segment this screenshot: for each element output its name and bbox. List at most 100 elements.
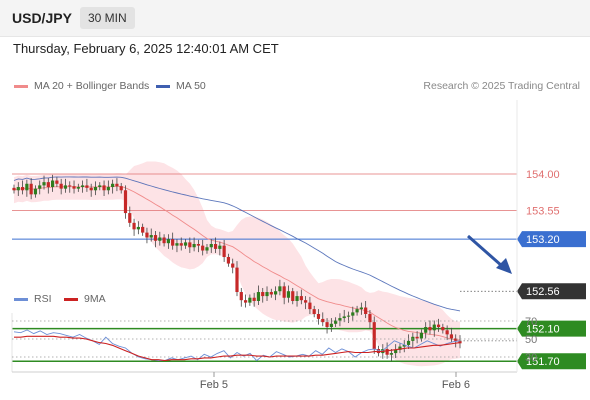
candle-body bbox=[415, 336, 419, 339]
candle-body bbox=[334, 320, 338, 324]
candle-body bbox=[299, 296, 303, 301]
candle-body bbox=[145, 232, 149, 238]
candle-body bbox=[16, 187, 20, 191]
level-label-3: 152.10 bbox=[526, 324, 560, 336]
candle-body bbox=[372, 322, 376, 350]
candle-body bbox=[321, 318, 325, 323]
candle-body bbox=[252, 297, 256, 301]
candle-body bbox=[175, 243, 179, 246]
candle-body bbox=[196, 244, 201, 246]
rsi-grid: 70 50 30 bbox=[12, 316, 537, 364]
candle-body bbox=[291, 291, 295, 301]
candle-body bbox=[63, 185, 68, 189]
candle-body bbox=[55, 180, 59, 184]
candle-body bbox=[201, 245, 205, 251]
timeframe-badge[interactable]: 30 MIN bbox=[80, 7, 135, 29]
candle-body bbox=[406, 340, 411, 345]
candle-body bbox=[351, 312, 355, 316]
candle-body bbox=[424, 327, 428, 333]
legend-rsi-ma: 9MA bbox=[64, 293, 106, 305]
legend-rsi: RSI bbox=[14, 293, 52, 305]
candle-body bbox=[346, 315, 351, 317]
candle-body bbox=[338, 318, 342, 321]
price-tags: 154.00 153.55 153.20 152.10 151.70 152.56 bbox=[517, 169, 586, 370]
rsi-tick-label-2: 30 bbox=[525, 352, 537, 364]
candle-body bbox=[59, 183, 63, 189]
candle-body bbox=[316, 314, 321, 319]
candle-body bbox=[141, 226, 145, 233]
x-tick-label-0: Feb 5 bbox=[200, 379, 228, 391]
x-axis-ticks: Feb 5 Feb 6 bbox=[200, 372, 470, 391]
candle-body bbox=[449, 334, 454, 339]
rsi-swatch bbox=[14, 297, 28, 301]
candle-body bbox=[68, 185, 72, 187]
candle-body bbox=[166, 239, 170, 244]
candle-body bbox=[402, 344, 406, 347]
candle-body bbox=[454, 338, 458, 341]
candle-body bbox=[376, 349, 381, 354]
candle-body bbox=[38, 185, 42, 189]
candle-body bbox=[179, 243, 183, 246]
candle-body bbox=[269, 292, 273, 295]
candle-body bbox=[325, 322, 329, 328]
level-tag-bg-3 bbox=[517, 320, 586, 337]
candle-body bbox=[218, 245, 222, 249]
legend-ma20-label: MA 20 + Bollinger Bands bbox=[34, 80, 150, 92]
rsi-ma-swatch bbox=[64, 297, 78, 301]
candle-body bbox=[432, 324, 436, 331]
candle-body bbox=[282, 286, 286, 298]
ma50-swatch bbox=[156, 84, 170, 88]
candle-body bbox=[273, 291, 278, 295]
legend-ma50-label: MA 50 bbox=[176, 80, 206, 92]
candle-body bbox=[231, 263, 235, 268]
legend-rsi-ma-label: 9MA bbox=[84, 293, 106, 305]
candle-body bbox=[256, 292, 261, 301]
candle-body bbox=[29, 183, 33, 195]
candle-body bbox=[304, 300, 308, 303]
legend-ma20-bollinger: MA 20 + Bollinger Bands bbox=[14, 80, 149, 92]
candle-body bbox=[149, 235, 153, 238]
candle-body bbox=[106, 187, 110, 191]
candle-body bbox=[209, 244, 213, 248]
candle-body bbox=[394, 349, 398, 354]
candle-body bbox=[226, 257, 231, 264]
candle-body bbox=[389, 353, 393, 355]
candle-body bbox=[364, 307, 368, 315]
candle-body bbox=[205, 247, 209, 251]
research-credit: Research © 2025 Trading Central bbox=[423, 80, 580, 92]
candle-body bbox=[441, 327, 445, 331]
candle-body bbox=[342, 316, 346, 319]
candle-body bbox=[368, 314, 372, 323]
candle-body bbox=[171, 239, 175, 246]
candle-body bbox=[20, 187, 25, 191]
level-label-1: 153.55 bbox=[526, 206, 560, 218]
candle-body bbox=[385, 349, 389, 355]
candle-body bbox=[183, 242, 188, 246]
candle-body bbox=[158, 237, 162, 241]
candle-body bbox=[278, 286, 282, 292]
candle-body bbox=[46, 182, 50, 188]
level-tag-bg-4 bbox=[517, 353, 586, 370]
x-tick-label-1: Feb 6 bbox=[442, 379, 470, 391]
ma50-line bbox=[13, 176, 461, 312]
candle-body bbox=[188, 242, 192, 248]
forecast-arrow bbox=[467, 234, 512, 274]
candle-body bbox=[436, 324, 441, 328]
candle-body bbox=[213, 244, 218, 249]
rsi-tick-label-1: 50 bbox=[525, 334, 537, 346]
candle-body bbox=[248, 297, 252, 303]
candle-body bbox=[132, 222, 136, 230]
rsi-line bbox=[13, 329, 461, 362]
candle-body bbox=[359, 307, 363, 310]
candle-body bbox=[261, 292, 265, 297]
candle-body bbox=[33, 188, 38, 195]
candle-body bbox=[265, 292, 269, 297]
legend-rsi-label: RSI bbox=[34, 293, 52, 305]
candle-body bbox=[295, 296, 299, 301]
candle-body bbox=[128, 213, 132, 223]
candle-body bbox=[239, 292, 243, 301]
candle-body bbox=[119, 186, 123, 191]
candle-body bbox=[136, 226, 140, 230]
header-bar: USD/JPY 30 MIN bbox=[0, 0, 590, 37]
legend-ma50: MA 50 bbox=[156, 80, 206, 92]
